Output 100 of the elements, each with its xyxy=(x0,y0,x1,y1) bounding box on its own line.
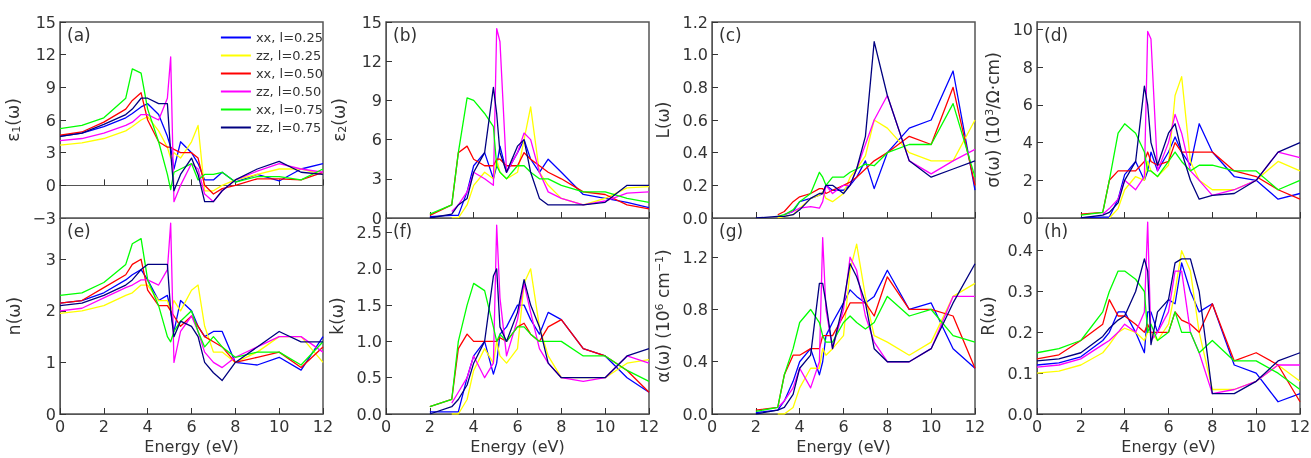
line-series xyxy=(59,284,324,364)
y-tick-label: 6 xyxy=(371,130,382,150)
x-tick-label: 10 xyxy=(594,416,616,436)
legend-label: xx, l=0.75 xyxy=(255,102,324,117)
x-tick-label: 6 xyxy=(1163,416,1174,436)
y-tick-label: 0.8 xyxy=(682,77,708,97)
y-axis-title: k(ω) xyxy=(327,297,348,335)
x-axis-title: Energy (eV) xyxy=(796,437,891,457)
y-tick-label: 9 xyxy=(45,77,56,97)
line-series xyxy=(1036,299,1301,403)
y-tick-label: 3 xyxy=(371,169,382,189)
y-tick-label: 0.5 xyxy=(356,368,382,388)
x-tick-label: 8 xyxy=(230,416,241,436)
y-axis-title: n(ω) xyxy=(3,296,24,336)
y-tick-label: 0.2 xyxy=(1007,322,1033,342)
legend-label: xx, l=0.50 xyxy=(255,66,324,81)
y-tick-label: 6 xyxy=(45,110,56,130)
y-tick-label: 0.8 xyxy=(682,299,708,319)
y-tick-label: 10 xyxy=(1012,20,1033,40)
x-tick-label: 2 xyxy=(750,416,761,436)
y-axis-title: ε1(ω) xyxy=(2,98,23,142)
x-tick-label: 2 xyxy=(98,416,109,436)
annotation: (b) xyxy=(393,24,418,45)
y-tick-label: 1.2 xyxy=(682,12,708,32)
x-tick-label: 4 xyxy=(1119,416,1130,436)
x-tick-label: 12 xyxy=(1289,416,1311,436)
y-tick-label: 1.0 xyxy=(682,45,708,65)
x-tick-label: 12 xyxy=(964,416,986,436)
y-tick-label: 0.1 xyxy=(1007,363,1033,383)
x-tick-label: 4 xyxy=(468,416,479,436)
x-tick-label: 4 xyxy=(794,416,805,436)
line-series xyxy=(451,106,650,219)
y-tick-label: 0.6 xyxy=(682,110,708,130)
y-tick-label: 1.0 xyxy=(356,331,382,351)
y-axis-title: R(ω) xyxy=(978,296,999,336)
y-tick-label: 1.5 xyxy=(356,295,382,315)
annotation: (g) xyxy=(719,220,744,241)
x-tick-label: 10 xyxy=(920,416,942,436)
line-series xyxy=(1102,30,1301,215)
y-tick-label: 2 xyxy=(1022,170,1033,190)
line-series xyxy=(1080,85,1301,219)
y-tick-label: 4 xyxy=(1022,133,1033,153)
y-tick-label: 0.0 xyxy=(1007,404,1033,424)
line-series xyxy=(59,116,324,192)
legend-label: xx, l=0.25 xyxy=(255,30,324,45)
x-tick-label: 8 xyxy=(882,416,893,436)
annotation: (d) xyxy=(1044,24,1069,45)
x-tick-label: 12 xyxy=(638,416,660,436)
line-series xyxy=(59,68,324,191)
y-tick-label: 0 xyxy=(45,175,56,195)
y-axis-title: ε2(ω) xyxy=(329,98,349,142)
y-tick-label: 1.2 xyxy=(682,247,708,267)
y-tick-label: 0.4 xyxy=(682,143,708,163)
y-tick-label: −3 xyxy=(32,208,56,228)
y-tick-label: 0.4 xyxy=(682,352,708,372)
y-tick-label: 6 xyxy=(1022,95,1033,115)
line-series xyxy=(1108,76,1301,219)
y-tick-label: 3 xyxy=(45,249,56,269)
x-tick-label: 6 xyxy=(186,416,197,436)
x-tick-label: 12 xyxy=(312,416,334,436)
line-series xyxy=(451,224,650,404)
x-tick-label: 10 xyxy=(268,416,290,436)
y-tick-label: 0.3 xyxy=(1007,282,1033,301)
y-tick-label: 0.4 xyxy=(1007,241,1033,261)
line-series xyxy=(451,27,650,213)
annotation: (f) xyxy=(393,220,413,241)
annotation: (a) xyxy=(67,24,91,45)
y-tick-label: 15 xyxy=(361,12,382,32)
y-tick-label: 9 xyxy=(371,90,382,110)
x-tick-label: 10 xyxy=(1245,416,1267,436)
line-series xyxy=(755,40,976,219)
y-tick-label: 12 xyxy=(361,51,382,71)
y-tick-label: 0.0 xyxy=(356,404,382,424)
x-tick-label: 2 xyxy=(1075,416,1086,436)
y-tick-label: 2.0 xyxy=(356,259,382,279)
y-tick-label: 8 xyxy=(1022,57,1033,77)
annotation: (h) xyxy=(1044,220,1069,241)
x-tick-label: 4 xyxy=(142,416,153,436)
x-tick-label: 6 xyxy=(838,416,849,436)
y-axis-title: L(ω) xyxy=(653,101,674,139)
x-tick-label: 2 xyxy=(424,416,435,436)
line-series xyxy=(755,295,976,413)
y-tick-label: 0.0 xyxy=(682,404,708,424)
x-tick-label: 6 xyxy=(512,416,523,436)
y-tick-label: 3 xyxy=(45,143,56,163)
y-tick-label: 1 xyxy=(45,352,56,372)
x-axis-title: Energy (eV) xyxy=(144,437,239,457)
annotation: (e) xyxy=(67,220,91,241)
y-tick-label: 15 xyxy=(35,12,56,32)
x-axis-title: Energy (eV) xyxy=(470,437,565,457)
y-tick-label: 0.2 xyxy=(682,175,708,195)
y-axis-title: α(ω) (106 cm−1) xyxy=(652,249,674,383)
y-tick-label: 0.0 xyxy=(682,208,708,228)
legend-label: zz, l=0.25 xyxy=(255,48,322,63)
x-tick-label: 8 xyxy=(1207,416,1218,436)
y-tick-label: 2.5 xyxy=(356,223,382,243)
x-tick-label: 8 xyxy=(556,416,567,436)
legend-label: zz, l=0.50 xyxy=(255,84,322,99)
y-tick-label: 0 xyxy=(1022,208,1033,228)
legend-label: zz, l=0.75 xyxy=(255,120,322,135)
